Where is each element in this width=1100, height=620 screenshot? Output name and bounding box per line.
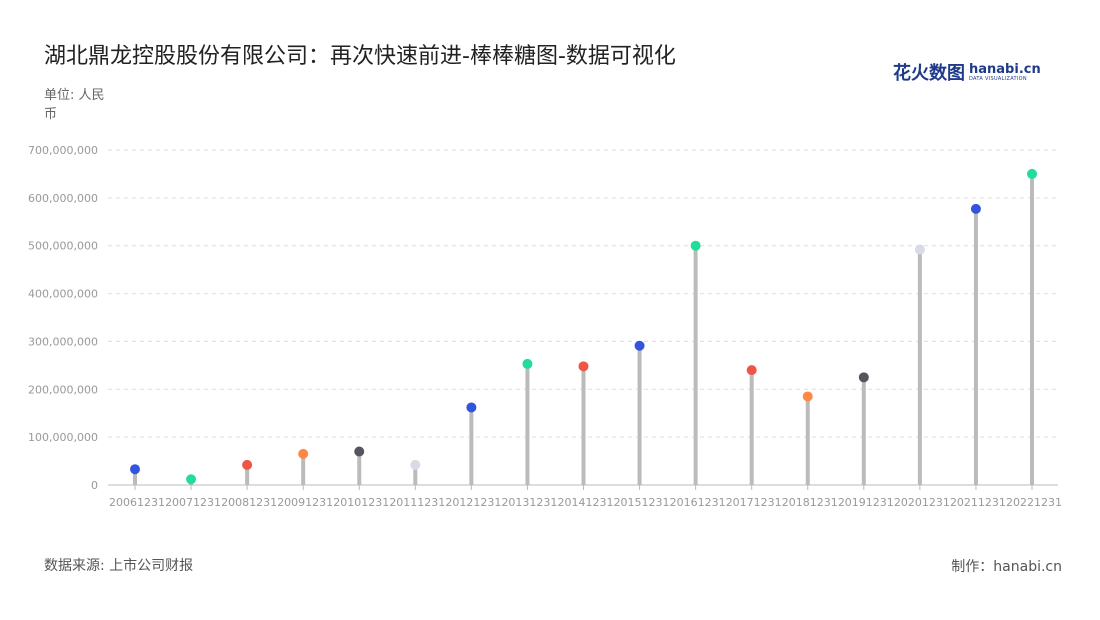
x-tick-label: 20161231 <box>670 496 726 509</box>
lollipop-dot <box>802 391 813 402</box>
x-tick-label: 20201231 <box>894 496 950 509</box>
lollipop-dot <box>410 459 421 470</box>
x-tick-label: 20121231 <box>445 496 501 509</box>
y-tick-label: 0 <box>91 479 98 492</box>
lollipop-dot <box>690 240 701 251</box>
x-tick-label: 20081231 <box>221 496 277 509</box>
lollipop-dot <box>186 474 197 485</box>
y-tick-label: 500,000,000 <box>28 240 98 253</box>
brand-logo: 花火数图 hanabi.cn DATA VISUALIZATION <box>893 58 1041 86</box>
x-tick-label: 20151231 <box>614 496 670 509</box>
lollipop-dot <box>522 358 533 369</box>
logo-cn-text: 花火数图 <box>893 63 965 84</box>
unit-label: 单位: 人民币 <box>44 88 105 122</box>
logo-en-block: hanabi.cn DATA VISUALIZATION <box>969 63 1041 82</box>
x-tick-label: 20181231 <box>782 496 838 509</box>
lollipop-dot <box>578 361 589 372</box>
lollipop-dot <box>130 464 140 475</box>
x-tick-label: 20071231 <box>165 496 221 509</box>
logo-en-text: hanabi.cn <box>969 61 1041 77</box>
lollipop-dot <box>858 372 869 383</box>
x-tick-label: 20171231 <box>726 496 782 509</box>
lollipop-dot <box>914 244 925 255</box>
lollipop-dot <box>634 340 645 351</box>
lollipop-dot <box>1027 168 1037 179</box>
y-tick-label: 300,000,000 <box>28 335 98 348</box>
lollipop-dot <box>466 402 477 413</box>
lollipop-dot <box>298 448 309 459</box>
x-tick-label: 20211231 <box>950 496 1006 509</box>
x-tick-label: 20111231 <box>389 496 445 509</box>
maker-credit: 制作：hanabi.cn <box>951 559 1062 575</box>
lollipop-dot <box>354 446 365 457</box>
y-tick-label: 100,000,000 <box>28 431 98 444</box>
data-source: 数据来源: 上市公司财报 <box>44 558 194 574</box>
x-tick-label: 20191231 <box>838 496 894 509</box>
lollipop-dot <box>242 459 253 470</box>
x-tick-label: 20091231 <box>277 496 333 509</box>
chart-title: 湖北鼎龙控股股份有限公司：再次快速前进-棒棒糖图-数据可视化 <box>44 44 676 69</box>
lollipop-dot <box>970 203 981 214</box>
x-tick-label: 20131231 <box>501 496 557 509</box>
y-tick-label: 200,000,000 <box>28 383 98 396</box>
y-tick-label: 400,000,000 <box>28 288 98 301</box>
logo-sub-text: DATA VISUALIZATION <box>969 75 1027 82</box>
y-tick-label: 700,000,000 <box>28 144 98 157</box>
y-tick-label: 600,000,000 <box>28 192 98 205</box>
lollipop-dot <box>746 365 757 376</box>
x-tick-label: 20221231 <box>1006 496 1062 509</box>
x-tick-label: 20061231 <box>109 496 165 509</box>
x-tick-label: 20101231 <box>333 496 389 509</box>
x-tick-label: 20141231 <box>558 496 614 509</box>
